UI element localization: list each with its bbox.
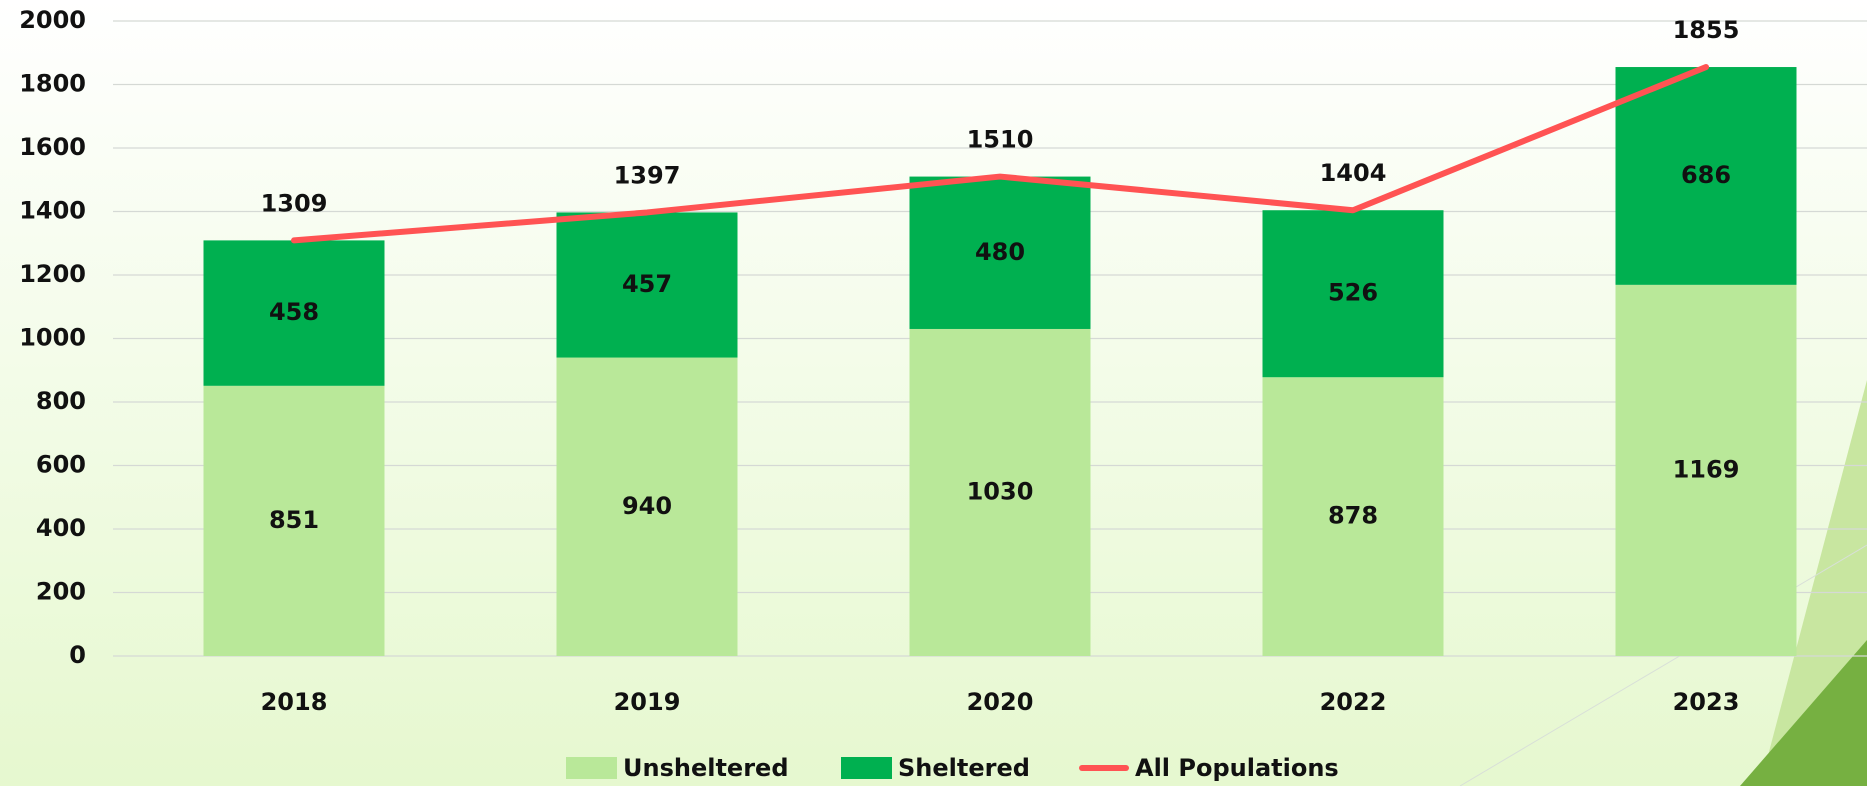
bar (1615, 284, 1797, 656)
bar (203, 385, 385, 656)
data-label: 1397 (614, 161, 681, 189)
bar (909, 328, 1091, 656)
y-tick-label: 600 (36, 451, 86, 479)
bar (203, 240, 385, 386)
y-tick-label: 2000 (19, 6, 86, 34)
decor-shape (1740, 640, 1867, 786)
data-label: 458 (269, 298, 319, 326)
y-tick-label: 1800 (19, 70, 86, 98)
legend-swatch (841, 757, 892, 779)
data-label: 1510 (967, 126, 1034, 154)
bar (1262, 210, 1444, 378)
data-label: 526 (1328, 279, 1378, 307)
bar (1262, 377, 1444, 656)
y-tick-label: 200 (36, 578, 86, 606)
x-tick-label: 2020 (967, 688, 1034, 716)
data-label: 878 (1328, 502, 1378, 530)
data-label: 1404 (1320, 159, 1387, 187)
data-label: 1855 (1673, 16, 1740, 44)
data-label: 480 (975, 238, 1025, 266)
data-label: 686 (1681, 161, 1731, 189)
bar (1615, 67, 1797, 285)
y-tick-label: 400 (36, 514, 86, 542)
legend-label: All Populations (1135, 754, 1339, 782)
legend-swatch (566, 757, 617, 779)
x-tick-label: 2019 (614, 688, 681, 716)
data-label: 1309 (261, 189, 328, 217)
y-tick-label: 800 (36, 387, 86, 415)
x-tick-label: 2022 (1320, 688, 1387, 716)
decor-line (1459, 544, 1867, 786)
y-tick-label: 1400 (19, 197, 86, 225)
data-label: 1169 (1673, 455, 1740, 483)
x-tick-label: 2023 (1673, 688, 1740, 716)
line (291, 64, 1709, 244)
legend-label: Unsheltered (623, 754, 789, 782)
y-tick-label: 0 (69, 641, 86, 669)
bar (556, 212, 738, 358)
data-label: 1030 (967, 477, 1034, 505)
data-label: 851 (269, 506, 319, 534)
data-label: 457 (622, 270, 672, 298)
bar (556, 357, 738, 656)
y-tick-label: 1000 (19, 324, 86, 352)
y-tick-label: 1600 (19, 133, 86, 161)
x-tick-label: 2018 (261, 688, 328, 716)
data-label: 940 (622, 492, 672, 520)
y-tick-label: 1200 (19, 260, 86, 288)
legend-label: Sheltered (898, 754, 1030, 782)
bar (909, 176, 1091, 329)
